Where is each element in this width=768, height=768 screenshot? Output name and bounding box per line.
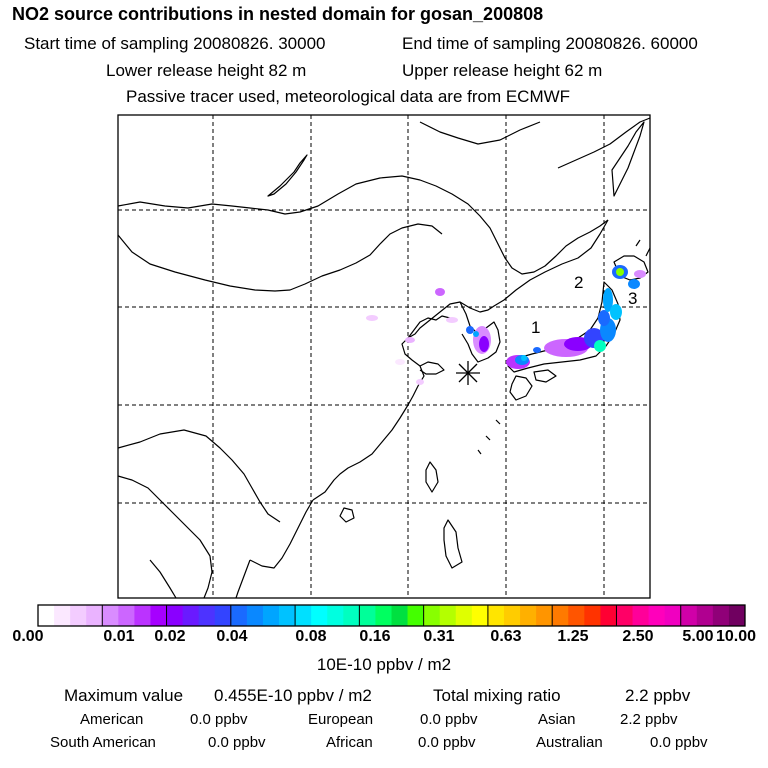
region-name: South American <box>50 734 156 751</box>
colorbar-swatch <box>70 605 87 626</box>
max-value-label: Maximum value <box>64 686 184 705</box>
colorbar-swatch <box>391 605 408 626</box>
colorbar-tick-label: 0.04 <box>216 628 248 645</box>
colorbar-tick-label: 10.00 <box>715 628 757 645</box>
colorbar-frame <box>37 604 746 627</box>
colorbar-swatch <box>166 605 184 626</box>
colorbar-swatch <box>552 605 569 626</box>
colorbar-swatch <box>230 605 248 626</box>
colorbar-swatch <box>150 605 167 626</box>
region-value: 0.0 ppbv <box>650 734 708 751</box>
colorbar-swatch <box>198 605 216 626</box>
colorbar-swatch <box>696 605 714 626</box>
colorbar-swatch <box>102 605 119 626</box>
colorbar-swatch <box>664 605 682 626</box>
colorbar-swatch <box>568 605 585 626</box>
region-name: African <box>326 734 373 751</box>
max-value: 0.455E-10 ppbv / m2 <box>214 686 372 705</box>
colorbar-swatch <box>520 605 537 626</box>
map-title: NO2 source contributions in nested domai… <box>12 4 544 24</box>
region-value: 0.0 ppbv <box>208 734 266 751</box>
colorbar-swatch <box>246 605 264 626</box>
region-value: 2.2 ppbv <box>620 711 678 728</box>
colorbar-tick-label: 0.01 <box>103 628 135 645</box>
region-value: 0.0 ppbv <box>420 711 478 728</box>
colorbar-tick-label: 0.16 <box>359 628 391 645</box>
region-value: 0.0 ppbv <box>418 734 476 751</box>
region-label-1: 1 <box>531 318 540 337</box>
colorbar-tick-label: 0.08 <box>295 628 327 645</box>
total-mixing-ratio-value: 2.2 ppbv <box>625 686 691 705</box>
colorbar-swatch <box>375 605 392 626</box>
colorbar-swatch <box>712 605 730 626</box>
colorbar-tick-label: 0.63 <box>490 628 522 645</box>
colorbar-swatch <box>327 605 344 626</box>
upper-release-height-label: Upper release height 62 m <box>402 61 603 80</box>
colorbar-swatch <box>487 605 505 626</box>
region-name: American <box>80 711 144 728</box>
end-time-label: End time of sampling 20080826. 60000 <box>402 34 698 53</box>
region-label-2: 2 <box>574 273 583 292</box>
region-name: Asian <box>538 711 576 728</box>
colorbar-swatch <box>600 605 617 626</box>
colorbar-swatch <box>134 605 151 626</box>
colorbar <box>37 604 746 627</box>
colorbar-swatch <box>118 605 135 626</box>
colorbar-swatch <box>471 605 489 626</box>
colorbar-swatch <box>439 605 457 626</box>
colorbar-swatch <box>680 605 698 626</box>
start-time-label: Start time of sampling 20080826. 30000 <box>24 34 326 53</box>
colorbar-swatch <box>616 605 633 626</box>
colorbar-swatch <box>38 605 55 626</box>
colorbar-tick-label: 0.31 <box>423 628 455 645</box>
region-label-3: 3 <box>628 289 637 308</box>
colorbar-swatch <box>182 605 200 626</box>
colorbar-swatch <box>54 605 71 626</box>
colorbar-swatch <box>359 605 376 626</box>
colorbar-swatch <box>536 605 553 626</box>
region-name: European <box>308 711 374 728</box>
colorbar-swatch <box>343 605 360 626</box>
colorbar-unit: 10E-10 ppbv / m2 <box>316 655 452 674</box>
colorbar-swatch <box>584 605 601 626</box>
colorbar-swatch <box>214 605 232 626</box>
colorbar-swatch <box>262 605 280 626</box>
colorbar-swatch <box>455 605 473 626</box>
colorbar-swatch <box>423 605 441 626</box>
lower-release-height-label: Lower release height 82 m <box>106 61 307 80</box>
coastlines <box>117 117 651 599</box>
colorbar-swatch <box>295 605 312 626</box>
colorbar-tick-label: 0.00 <box>12 628 44 645</box>
colorbar-swatch <box>503 605 521 626</box>
colorbar-swatch <box>632 605 649 626</box>
colorbar-swatch <box>407 605 425 626</box>
colorbar-tick-label: 1.25 <box>557 628 589 645</box>
colorbar-tick-label: 5.00 <box>682 628 714 645</box>
colorbar-tick-label: 2.50 <box>622 628 654 645</box>
contribution-plume <box>366 265 646 385</box>
tracer-note: Passive tracer used, meteorological data… <box>126 87 571 106</box>
colorbar-swatch <box>311 605 328 626</box>
colorbar-swatch <box>728 605 746 626</box>
colorbar-swatch <box>648 605 666 626</box>
total-mixing-ratio-label: Total mixing ratio <box>433 686 561 705</box>
map-frame <box>117 114 651 599</box>
colorbar-tick-label: 0.02 <box>154 628 186 645</box>
region-name: Australian <box>536 734 603 751</box>
region-value: 0.0 ppbv <box>190 711 248 728</box>
colorbar-swatch <box>279 605 296 626</box>
receptor-marker-icon <box>456 361 480 385</box>
colorbar-swatch <box>86 605 103 626</box>
